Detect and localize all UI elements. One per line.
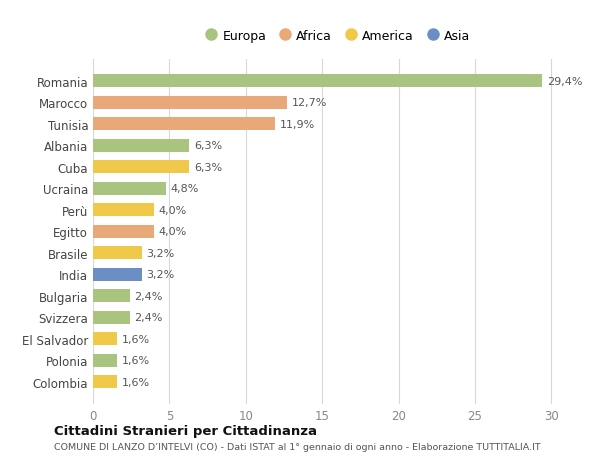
Bar [93,118,275,131]
Text: COMUNE DI LANZO D’INTELVI (CO) - Dati ISTAT al 1° gennaio di ogni anno - Elabora: COMUNE DI LANZO D’INTELVI (CO) - Dati IS… [54,442,541,451]
Bar [93,140,189,152]
Text: 12,7%: 12,7% [292,98,327,108]
Text: 29,4%: 29,4% [547,77,583,87]
Text: 2,4%: 2,4% [134,291,163,301]
Bar [93,204,154,217]
Text: 6,3%: 6,3% [194,141,222,151]
Text: 4,0%: 4,0% [159,205,187,215]
Text: 1,6%: 1,6% [122,355,150,365]
Bar [93,97,287,110]
Text: 3,2%: 3,2% [146,270,175,280]
Bar [93,268,142,281]
Text: 6,3%: 6,3% [194,162,222,173]
Bar [93,225,154,238]
Bar [93,247,142,260]
Text: 2,4%: 2,4% [134,313,163,323]
Legend: Europa, Africa, America, Asia: Europa, Africa, America, Asia [200,25,475,48]
Text: 4,8%: 4,8% [171,184,199,194]
Bar [93,161,189,174]
Bar [93,354,118,367]
Text: 4,0%: 4,0% [159,227,187,237]
Bar [93,311,130,324]
Text: Cittadini Stranieri per Cittadinanza: Cittadini Stranieri per Cittadinanza [54,424,317,437]
Text: 3,2%: 3,2% [146,248,175,258]
Text: 1,6%: 1,6% [122,377,150,387]
Bar [93,75,542,88]
Bar [93,290,130,302]
Text: 11,9%: 11,9% [280,120,314,129]
Text: 1,6%: 1,6% [122,334,150,344]
Bar [93,332,118,346]
Bar [93,375,118,388]
Bar [93,183,166,196]
